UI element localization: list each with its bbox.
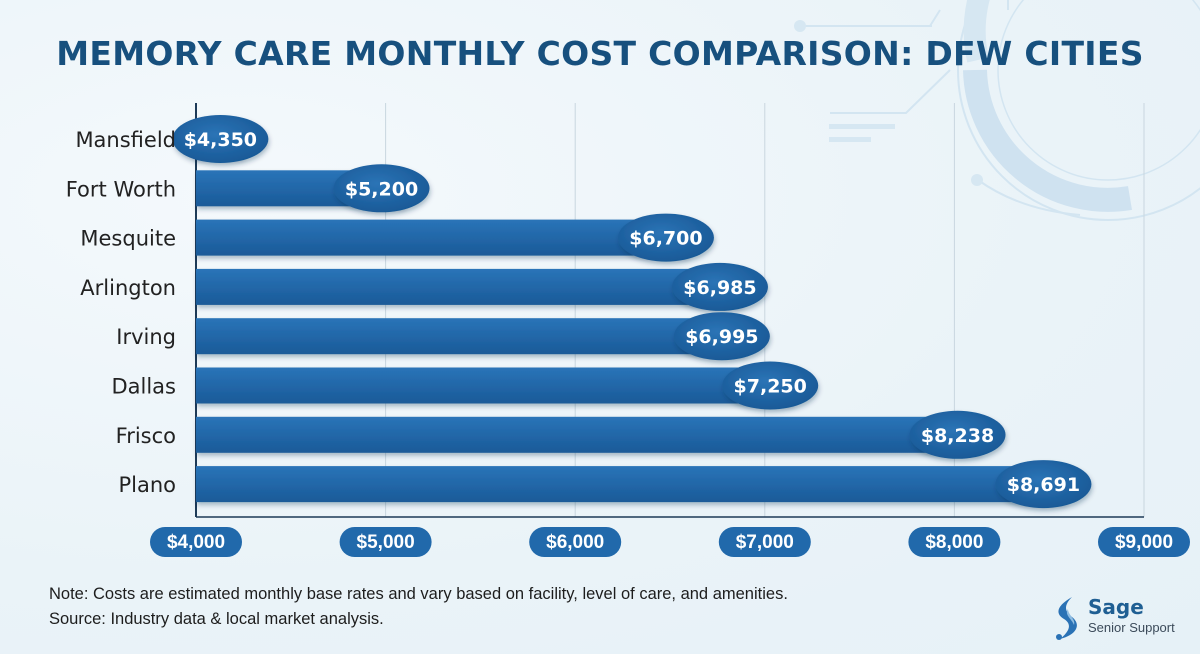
bar [196, 466, 1066, 503]
category-label: Irving [116, 325, 176, 349]
note-text: Note: Costs are estimated monthly base r… [49, 585, 788, 603]
source-text: Source: Industry data & local market ana… [49, 610, 384, 628]
value-bubble [909, 410, 1006, 459]
bars: $4,350 $5,200 $6,700 $6,985 $6,995 $7,250 $8,2… [172, 115, 1092, 509]
category-label: Mansfield [75, 128, 176, 152]
value-label: $6,995 [685, 326, 758, 348]
value-bubble [673, 312, 770, 361]
value-label: $5,200 [345, 178, 418, 200]
x-tick-label: $5,000 [357, 532, 415, 553]
logo-subtitle: Senior Support [1088, 620, 1175, 635]
x-tick-label: $7,000 [736, 532, 794, 553]
x-tick-pill [339, 527, 432, 557]
bar [196, 416, 980, 453]
footnote: Note: Costs are estimated monthly base r… [49, 582, 788, 632]
x-tick-label: $9,000 [1115, 532, 1173, 553]
x-tick-label: $8,000 [925, 532, 983, 553]
value-label: $6,985 [683, 277, 756, 299]
category-labels: Mansfield Fort Worth Mesquite Arlington Irvi… [66, 128, 176, 497]
bar [196, 367, 793, 404]
value-label: $7,250 [734, 376, 807, 398]
bar [196, 318, 744, 355]
category-label: Mesquite [80, 227, 176, 251]
value-label: $4,350 [184, 129, 257, 151]
x-tick-pill [150, 527, 242, 557]
value-bubble [333, 164, 430, 213]
category-label: Dallas [111, 375, 176, 399]
x-tick-label: $6,000 [546, 532, 604, 553]
value-label: $8,691 [1007, 474, 1080, 496]
value-bubble [617, 213, 714, 262]
x-axis-ticks: $4,000 $5,000 $6,000 $7,000 $8,000 $9,000 [150, 527, 1190, 557]
x-tick-pill [1098, 527, 1190, 557]
x-tick-pill [908, 527, 1001, 557]
gridlines [195, 103, 1145, 518]
value-label: $8,238 [921, 425, 994, 447]
x-tick-pill [718, 527, 811, 557]
category-label: Arlington [80, 276, 176, 300]
value-bubble [722, 361, 819, 410]
category-label: Fort Worth [66, 177, 176, 201]
logo-name: Sage [1088, 595, 1144, 619]
value-bubble [172, 115, 269, 163]
x-tick-pill [529, 527, 622, 557]
sage-logo: Sage Senior Support [1048, 595, 1188, 641]
flame-s-icon [1056, 597, 1077, 640]
category-label: Frisco [116, 424, 176, 448]
value-label: $6,700 [629, 228, 702, 250]
value-bubble [671, 262, 768, 311]
x-tick-label: $4,000 [167, 532, 225, 553]
bar [196, 268, 742, 305]
category-label: Plano [118, 473, 176, 497]
bar [196, 219, 688, 256]
chart-title: MEMORY CARE MONTHLY COST COMPARISON: DFW… [56, 34, 1144, 73]
value-bubble [995, 460, 1092, 509]
